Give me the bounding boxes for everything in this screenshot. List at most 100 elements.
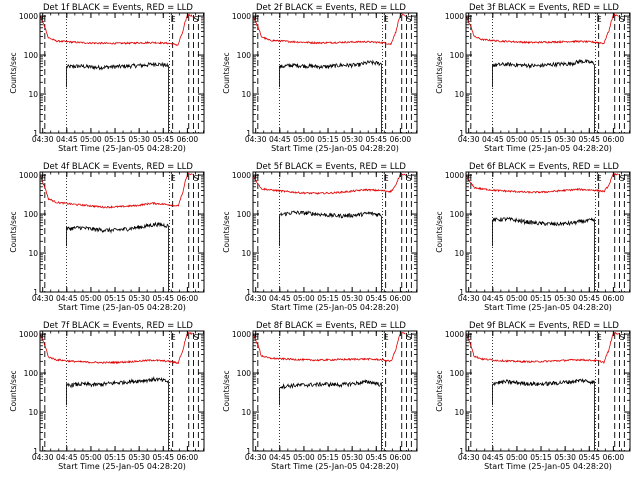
series-lld bbox=[465, 173, 619, 195]
x-tick-label: 05:00 bbox=[506, 135, 528, 144]
marker-label-E-left: E bbox=[254, 15, 259, 24]
y-tick-label: 1 bbox=[33, 129, 38, 138]
marker-label-E-right: E bbox=[171, 174, 176, 183]
y-tick-label: 1000 bbox=[19, 330, 38, 339]
x-tick-label: 05:45 bbox=[578, 135, 600, 144]
plot-frame bbox=[252, 12, 418, 134]
panel-9: Det 9f BLACK = Events, RED = LLD E E S 1 10 10… bbox=[435, 321, 631, 471]
x-tick-label: 04:30 bbox=[458, 453, 480, 462]
panel-3: Det 3f BLACK = Events, RED = LLD E E S 1 10 10… bbox=[435, 3, 631, 153]
y-tick-label: 10 bbox=[28, 249, 38, 258]
x-tick-label: 04:45 bbox=[269, 294, 291, 303]
series-lld bbox=[252, 331, 406, 363]
panel-5: Det 5f BLACK = Events, RED = LLD E E S 1 10 10… bbox=[222, 162, 418, 312]
marker-label-E-right: E bbox=[597, 174, 602, 183]
series-lld bbox=[39, 13, 193, 46]
y-tick-label: 100 bbox=[24, 51, 39, 60]
panel-title: Det 1f BLACK = Events, RED = LLD bbox=[43, 3, 193, 13]
series-lld bbox=[465, 13, 619, 45]
marker-label-E-right: E bbox=[384, 174, 389, 183]
x-tick-label: 05:00 bbox=[80, 453, 102, 462]
panel-title: Det 2f BLACK = Events, RED = LLD bbox=[256, 3, 406, 13]
x-tick-label: 06:00 bbox=[603, 135, 625, 144]
plot-frame bbox=[39, 171, 205, 293]
x-tick-label: 04:30 bbox=[458, 294, 480, 303]
y-tick-label: 1000 bbox=[445, 12, 464, 21]
plot-frame bbox=[252, 330, 418, 452]
series-lld bbox=[465, 332, 619, 365]
x-tick-label: 04:30 bbox=[32, 453, 54, 462]
x-tick-label: 06:00 bbox=[177, 453, 199, 462]
y-tick-label: 100 bbox=[24, 369, 39, 378]
y-tick-label: 1 bbox=[459, 288, 464, 297]
marker-label-S: S bbox=[620, 15, 625, 24]
x-tick-label: 05:30 bbox=[554, 135, 576, 144]
marker-label-E-left: E bbox=[467, 174, 472, 183]
series-events bbox=[492, 58, 595, 134]
marker-label-E-right: E bbox=[597, 333, 602, 342]
marker-label-S: S bbox=[194, 333, 199, 342]
x-tick-label: 05:45 bbox=[365, 294, 387, 303]
series-events bbox=[66, 61, 170, 134]
x-tick-label: 05:00 bbox=[293, 135, 315, 144]
y-tick-label: 100 bbox=[237, 51, 252, 60]
x-tick-label: 05:30 bbox=[554, 294, 576, 303]
y-axis-label: Counts/sec bbox=[222, 52, 231, 93]
x-tick-label: 05:00 bbox=[80, 294, 102, 303]
marker-label-S: S bbox=[407, 15, 412, 24]
y-axis-label: Counts/sec bbox=[435, 370, 444, 411]
x-tick-label: 04:45 bbox=[56, 453, 78, 462]
x-tick-label: 04:30 bbox=[245, 294, 267, 303]
marker-label-E-left: E bbox=[41, 15, 46, 24]
x-tick-label: 06:00 bbox=[177, 294, 199, 303]
y-axis-label: Counts/sec bbox=[222, 211, 231, 252]
y-tick-label: 10 bbox=[454, 249, 464, 258]
marker-label-E-left: E bbox=[41, 333, 46, 342]
marker-label-S: S bbox=[194, 15, 199, 24]
x-tick-label: 06:00 bbox=[390, 453, 412, 462]
x-tick-label: 05:15 bbox=[317, 135, 339, 144]
x-tick-label: 05:30 bbox=[128, 453, 150, 462]
x-tick-label: 05:30 bbox=[341, 135, 363, 144]
y-tick-label: 10 bbox=[454, 408, 464, 417]
y-tick-label: 100 bbox=[24, 210, 39, 219]
y-axis-label: Counts/sec bbox=[222, 370, 231, 411]
y-tick-label: 1 bbox=[246, 447, 251, 456]
x-tick-label: 05:00 bbox=[293, 294, 315, 303]
y-tick-label: 10 bbox=[241, 90, 251, 99]
marker-label-E-right: E bbox=[171, 15, 176, 24]
x-tick-label: 05:15 bbox=[104, 453, 126, 462]
x-tick-label: 05:30 bbox=[341, 294, 363, 303]
y-axis-label: Counts/sec bbox=[435, 211, 444, 252]
marker-label-E-left: E bbox=[467, 333, 472, 342]
x-tick-label: 05:45 bbox=[365, 135, 387, 144]
marker-label-E-left: E bbox=[254, 174, 259, 183]
x-tick-label: 04:30 bbox=[245, 135, 267, 144]
panel-title: Det 3f BLACK = Events, RED = LLD bbox=[469, 3, 619, 13]
x-tick-label: 05:00 bbox=[293, 453, 315, 462]
marker-label-S: S bbox=[194, 174, 199, 183]
x-tick-label: 04:45 bbox=[56, 135, 78, 144]
y-axis-label: Counts/sec bbox=[435, 52, 444, 93]
x-tick-label: 05:30 bbox=[128, 135, 150, 144]
plot-frame bbox=[39, 12, 205, 134]
series-events bbox=[492, 378, 595, 452]
y-tick-label: 1 bbox=[33, 447, 38, 456]
plot-frame bbox=[465, 12, 631, 134]
marker-label-E-left: E bbox=[467, 15, 472, 24]
y-tick-label: 100 bbox=[237, 210, 252, 219]
marker-label-E-right: E bbox=[384, 333, 389, 342]
y-tick-label: 1000 bbox=[445, 330, 464, 339]
panel-1: Det 1f BLACK = Events, RED = LLD E E S 1 10 10… bbox=[9, 3, 205, 153]
x-tick-label: 06:00 bbox=[390, 294, 412, 303]
x-tick-label: 04:30 bbox=[32, 294, 54, 303]
plot-frame bbox=[252, 171, 418, 293]
x-tick-label: 06:00 bbox=[603, 294, 625, 303]
x-tick-label: 05:00 bbox=[506, 294, 528, 303]
x-tick-label: 05:15 bbox=[530, 453, 552, 462]
x-tick-label: 05:15 bbox=[317, 453, 339, 462]
y-tick-label: 1000 bbox=[445, 171, 464, 180]
y-tick-label: 10 bbox=[28, 408, 38, 417]
plot-frame bbox=[465, 330, 631, 452]
